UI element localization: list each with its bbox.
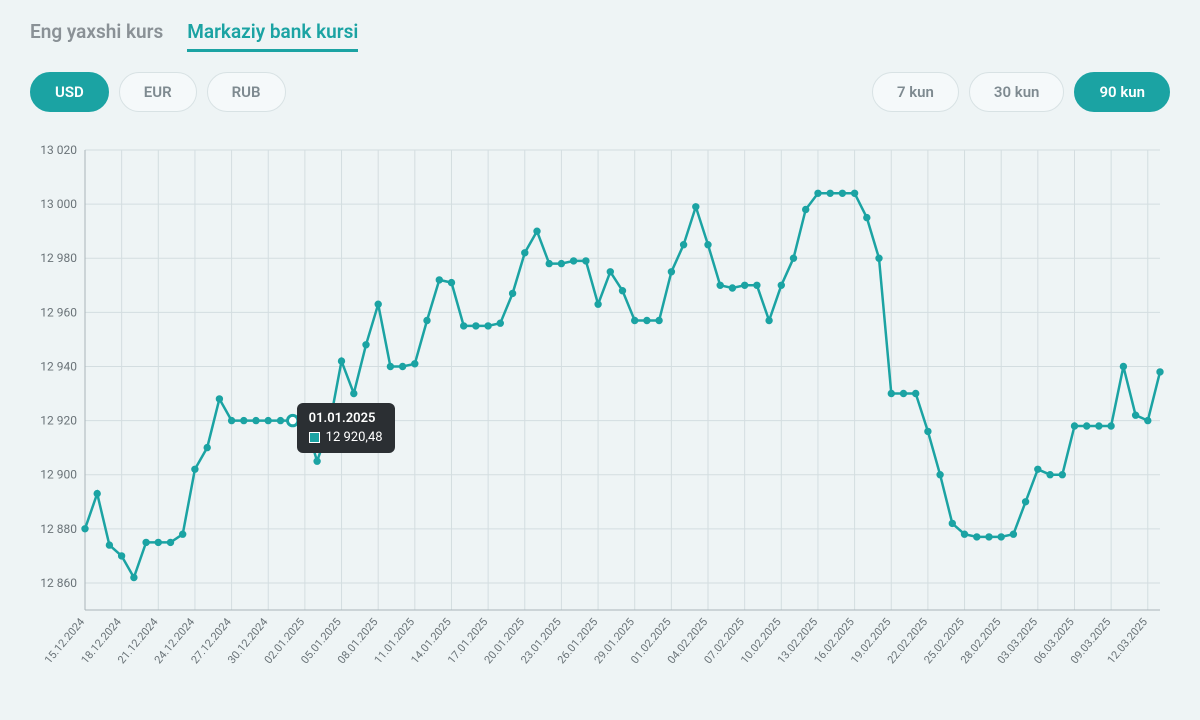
svg-text:12 920: 12 920 xyxy=(40,414,77,428)
currency-usd[interactable]: USD xyxy=(30,72,109,112)
svg-text:12 880: 12 880 xyxy=(40,522,77,536)
range-7[interactable]: 7 kun xyxy=(872,72,959,112)
range-group: 7 kun 30 kun 90 kun xyxy=(872,72,1170,112)
controls-row: USD EUR RUB 7 kun 30 kun 90 kun xyxy=(30,72,1170,112)
chart-container: 12 860 12 880 12 900 12 920 12 940 12 960 12 9… xyxy=(30,140,1170,700)
tab-best-rate[interactable]: Eng yaxshi kurs xyxy=(30,20,163,52)
currency-eur[interactable]: EUR xyxy=(119,72,197,112)
svg-text:13 000: 13 000 xyxy=(40,197,77,211)
svg-text:12 960: 12 960 xyxy=(40,305,77,319)
svg-text:13 020: 13 020 xyxy=(40,143,77,157)
rate-source-tabs: Eng yaxshi kurs Markaziy bank kursi xyxy=(30,20,1170,52)
svg-text:12 900: 12 900 xyxy=(40,468,77,482)
svg-text:12 980: 12 980 xyxy=(40,251,77,265)
rate-line-chart[interactable]: 12 860 12 880 12 900 12 920 12 940 12 960 12 9… xyxy=(30,140,1170,700)
range-90[interactable]: 90 kun xyxy=(1074,72,1170,112)
svg-text:12 860: 12 860 xyxy=(40,576,77,590)
range-30[interactable]: 30 kun xyxy=(969,72,1065,112)
tab-central-bank[interactable]: Markaziy bank kursi xyxy=(187,20,358,52)
currency-group: USD EUR RUB xyxy=(30,72,286,112)
svg-text:12 940: 12 940 xyxy=(40,359,77,373)
currency-rub[interactable]: RUB xyxy=(207,72,286,112)
